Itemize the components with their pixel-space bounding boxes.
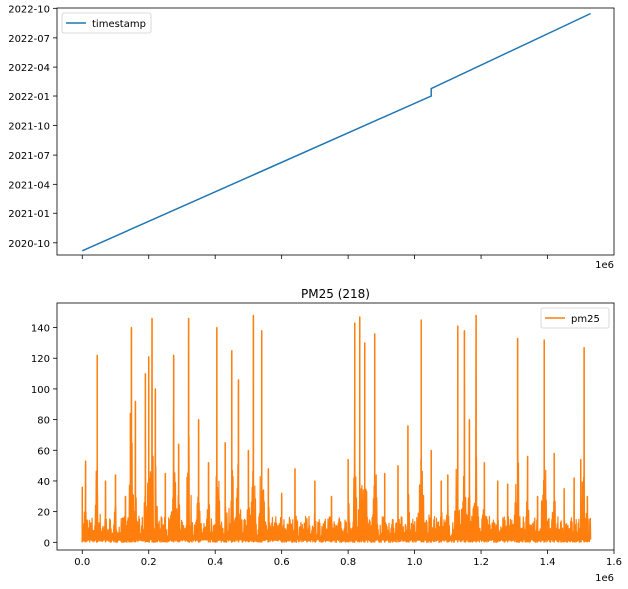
pm25-axes: PM25 (218) 0 20 40 60 80 100 120 140 0.0 0.2 0.4 0.6… [31, 287, 622, 584]
plot-frame [56, 302, 615, 551]
legend-box [61, 12, 152, 34]
legend-label-timestamp: timestamp [92, 19, 146, 30]
legend: pm25 [540, 307, 610, 329]
pm25-series-line [81, 314, 592, 543]
x-tick-label: 1.0 [407, 557, 423, 568]
chart-title: PM25 (218) [301, 287, 370, 301]
y-tick-label: 80 [37, 416, 50, 427]
x-tick-label: 1.4 [540, 557, 556, 568]
y-tick-label: 2021-10 [8, 122, 50, 133]
y-tick-label: 2022-10 [8, 4, 50, 15]
legend-label-pm25: pm25 [571, 314, 600, 325]
y-tick-label: 60 [37, 446, 50, 457]
y-tick-label: 20 [37, 508, 50, 519]
x-tick-label: 0.6 [274, 557, 290, 568]
timestamp-axes: 2020-10 2021-01 2021-04 2021-07 2021-10 2022-… [8, 4, 615, 271]
timestamp-series-line [81, 12, 592, 252]
x-offset-label: 1e6 [595, 260, 614, 271]
y-tick-label: 2022-04 [8, 63, 50, 74]
x-tick-label: 0.2 [141, 557, 157, 568]
legend: timestamp [61, 12, 152, 34]
y-tick-label: 0 [44, 538, 50, 549]
x-tick-label: 0.4 [207, 557, 223, 568]
legend-box [540, 307, 610, 329]
y-tick-label: 40 [37, 477, 50, 488]
y-tick-label: 140 [31, 324, 50, 335]
x-tick-label: 0.8 [340, 557, 356, 568]
x-offset-label: 1e6 [595, 573, 614, 584]
y-tick-label: 2022-07 [8, 34, 50, 45]
y-tick-label: 2021-04 [8, 180, 50, 191]
plot-frame [56, 7, 615, 256]
y-tick-label: 2021-07 [8, 151, 50, 162]
x-tick-label: 0.0 [74, 557, 90, 568]
x-tick-label: 1.2 [473, 557, 489, 568]
y-tick-label: 2020-10 [8, 239, 50, 250]
y-tick-label: 2021-01 [8, 209, 50, 220]
y-tick-label: 100 [31, 385, 50, 396]
x-tick-label: 1.6 [606, 557, 622, 568]
y-tick-label: 2022-01 [8, 92, 50, 103]
y-tick-label: 120 [31, 354, 50, 365]
